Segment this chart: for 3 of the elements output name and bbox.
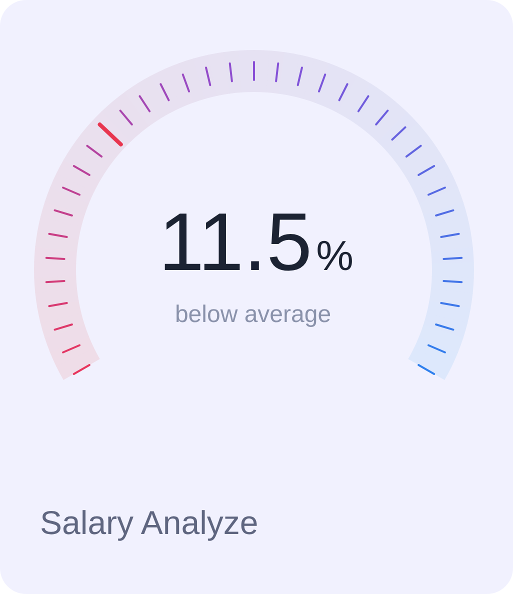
text: below average xyxy=(174,301,332,328)
text: Salary Analyze xyxy=(40,504,258,541)
data-label: 11.5% xyxy=(158,197,354,288)
